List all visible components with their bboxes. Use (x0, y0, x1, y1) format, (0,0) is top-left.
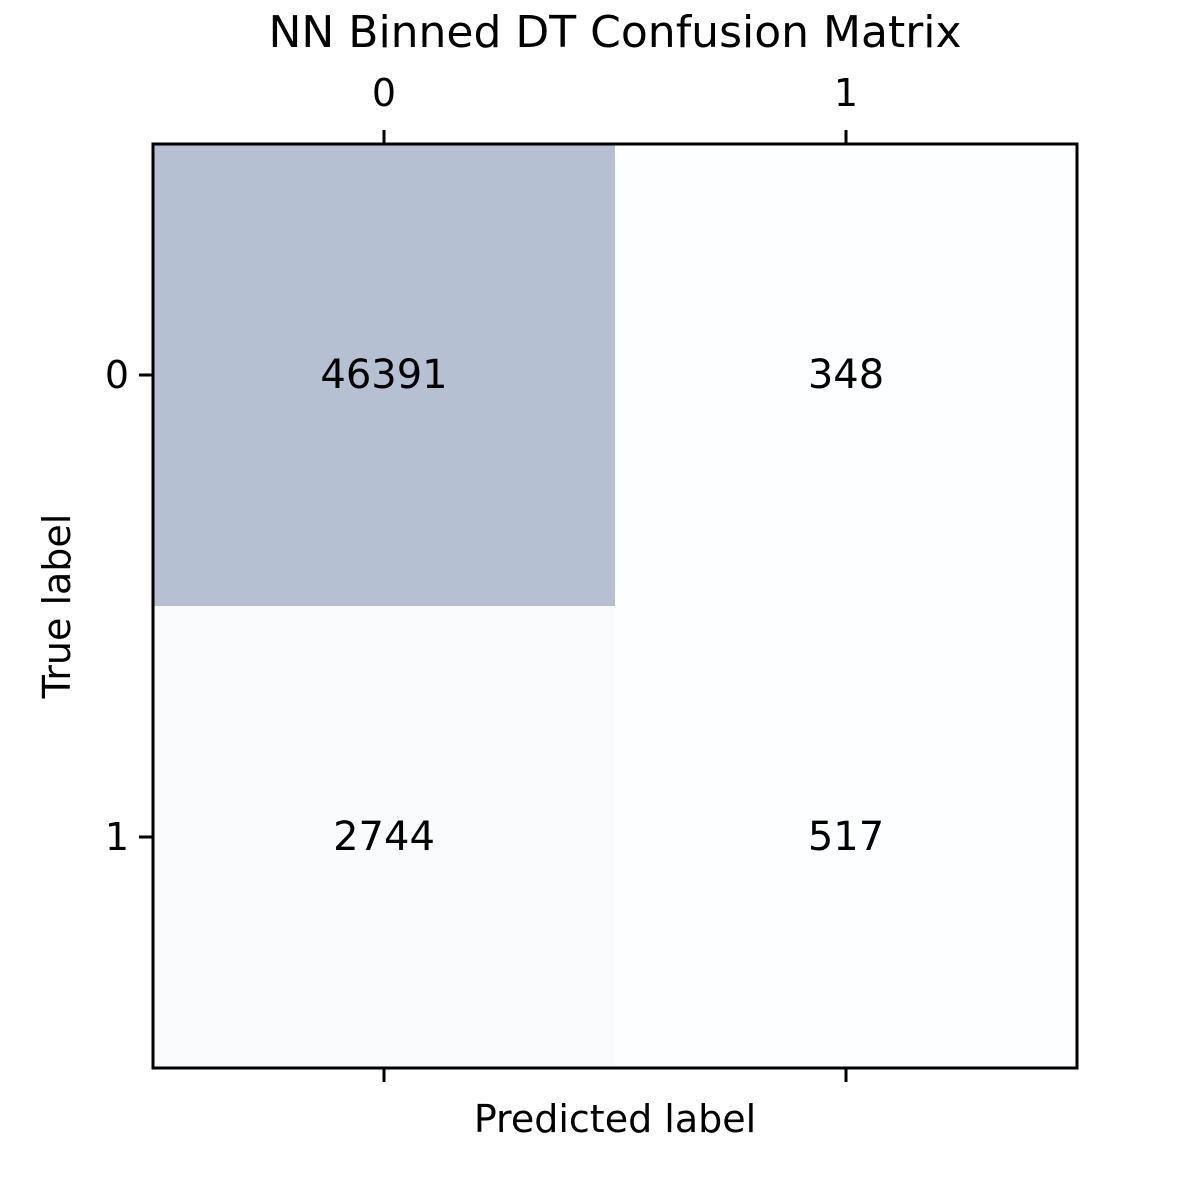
x-tick-label-0: 0 (372, 71, 396, 115)
y-tick-label-1: 1 (105, 815, 129, 859)
chart-title: NN Binned DT Confusion Matrix (268, 7, 961, 58)
cell-value-label-1-1: 517 (808, 814, 884, 860)
heatmap-cell-0-0 (153, 144, 616, 607)
heatmap-cell-1-0 (153, 606, 616, 1069)
axis-ticks: 0 1 0 1 (105, 71, 858, 1082)
x-axis-label: Predicted label (474, 1097, 756, 1141)
heatmap-cell-0-1 (615, 144, 1078, 607)
heatmap-cells: 46391 348 2744 517 (153, 144, 1078, 1069)
y-tick-label-0: 0 (105, 353, 129, 397)
cell-value-label-0-0: 46391 (320, 352, 447, 398)
heatmap-cell-1-1 (615, 606, 1078, 1069)
y-axis-label: True label (35, 514, 79, 700)
x-tick-label-1: 1 (834, 71, 858, 115)
cell-value-label-0-1: 348 (808, 352, 884, 398)
plot-frame (151, 142, 1079, 1070)
cell-value-label-1-0: 2744 (333, 814, 435, 860)
